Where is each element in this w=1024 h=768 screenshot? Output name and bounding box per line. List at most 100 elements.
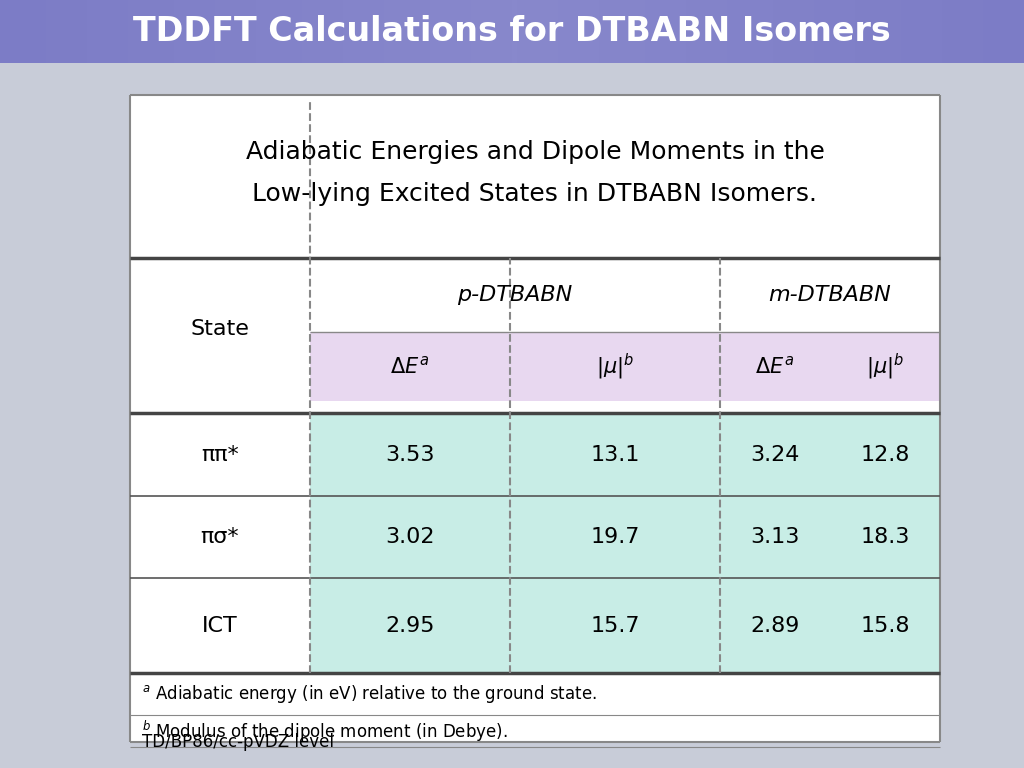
Bar [891, 0, 896, 63]
Bar [696, 0, 701, 63]
Bar [348, 0, 353, 63]
Bar [640, 0, 645, 63]
Bar [481, 0, 486, 63]
Text: 2.89: 2.89 [751, 615, 800, 635]
Bar [599, 0, 604, 63]
Bar [451, 0, 456, 63]
Bar [589, 0, 594, 63]
Text: State: State [190, 319, 250, 339]
Bar [143, 0, 148, 63]
Bar [61, 0, 67, 63]
Bar [471, 0, 476, 63]
Text: Low-lying Excited States in DTBABN Isomers.: Low-lying Excited States in DTBABN Isome… [253, 182, 817, 206]
Bar [358, 0, 364, 63]
Bar [573, 0, 579, 63]
Bar [957, 0, 963, 63]
Bar [205, 0, 210, 63]
Bar [660, 0, 666, 63]
Bar [742, 0, 748, 63]
Bar [225, 0, 230, 63]
Bar [215, 0, 220, 63]
Bar [788, 0, 794, 63]
Bar [236, 0, 241, 63]
Bar [794, 0, 799, 63]
Bar [527, 0, 532, 63]
Text: πσ*: πσ* [201, 527, 240, 547]
Bar [712, 0, 717, 63]
Bar [26, 0, 31, 63]
Bar [809, 0, 814, 63]
Bar [374, 0, 379, 63]
Bar [763, 0, 768, 63]
Text: 18.3: 18.3 [860, 527, 909, 547]
Bar [558, 0, 563, 63]
Bar [922, 0, 927, 63]
Bar [876, 0, 881, 63]
Bar [230, 0, 236, 63]
Bar [164, 0, 169, 63]
Bar [251, 0, 256, 63]
Bar [246, 0, 251, 63]
Bar [404, 0, 410, 63]
Bar [896, 0, 901, 63]
Bar [676, 0, 681, 63]
Text: 2.95: 2.95 [385, 615, 435, 635]
Bar [860, 0, 865, 63]
Bar [189, 0, 195, 63]
Text: 3.02: 3.02 [385, 527, 435, 547]
Bar [292, 0, 297, 63]
Bar [256, 0, 261, 63]
Bar [476, 0, 481, 63]
Text: p-DTBABN: p-DTBABN [458, 285, 572, 305]
Bar [276, 0, 282, 63]
Bar [625, 0, 630, 63]
Bar [128, 0, 133, 63]
Bar [10, 0, 15, 63]
Bar [138, 0, 143, 63]
Bar [123, 0, 128, 63]
Bar [937, 0, 942, 63]
Bar [768, 0, 773, 63]
Bar [130, 94, 940, 742]
Bar [737, 0, 742, 63]
Bar [56, 0, 61, 63]
Bar [630, 0, 635, 63]
Bar [691, 0, 696, 63]
Text: 15.7: 15.7 [590, 615, 640, 635]
Bar [179, 0, 184, 63]
Bar [645, 0, 650, 63]
Bar [927, 0, 932, 63]
Bar [200, 0, 205, 63]
Bar [323, 0, 328, 63]
Bar [369, 0, 374, 63]
Bar [266, 0, 271, 63]
Bar [435, 0, 440, 63]
Bar [0, 0, 5, 63]
Bar [998, 0, 1004, 63]
Bar [978, 0, 983, 63]
Bar [753, 0, 758, 63]
Bar [333, 0, 338, 63]
Bar [46, 0, 51, 63]
Bar [159, 0, 164, 63]
Bar [282, 0, 287, 63]
Bar [517, 0, 522, 63]
Bar [36, 0, 41, 63]
Bar [379, 0, 384, 63]
Bar [604, 0, 609, 63]
Bar [364, 0, 369, 63]
Bar [41, 0, 46, 63]
Bar [220, 0, 225, 63]
Bar [548, 0, 553, 63]
Bar [748, 0, 753, 63]
Text: ππ*: ππ* [201, 445, 239, 465]
Bar [92, 0, 97, 63]
Bar [870, 0, 876, 63]
Bar [824, 0, 829, 63]
Bar [886, 0, 891, 63]
Text: 3.24: 3.24 [751, 445, 800, 465]
Bar [553, 0, 558, 63]
Bar [829, 0, 835, 63]
Bar [317, 0, 323, 63]
Bar [963, 0, 968, 63]
